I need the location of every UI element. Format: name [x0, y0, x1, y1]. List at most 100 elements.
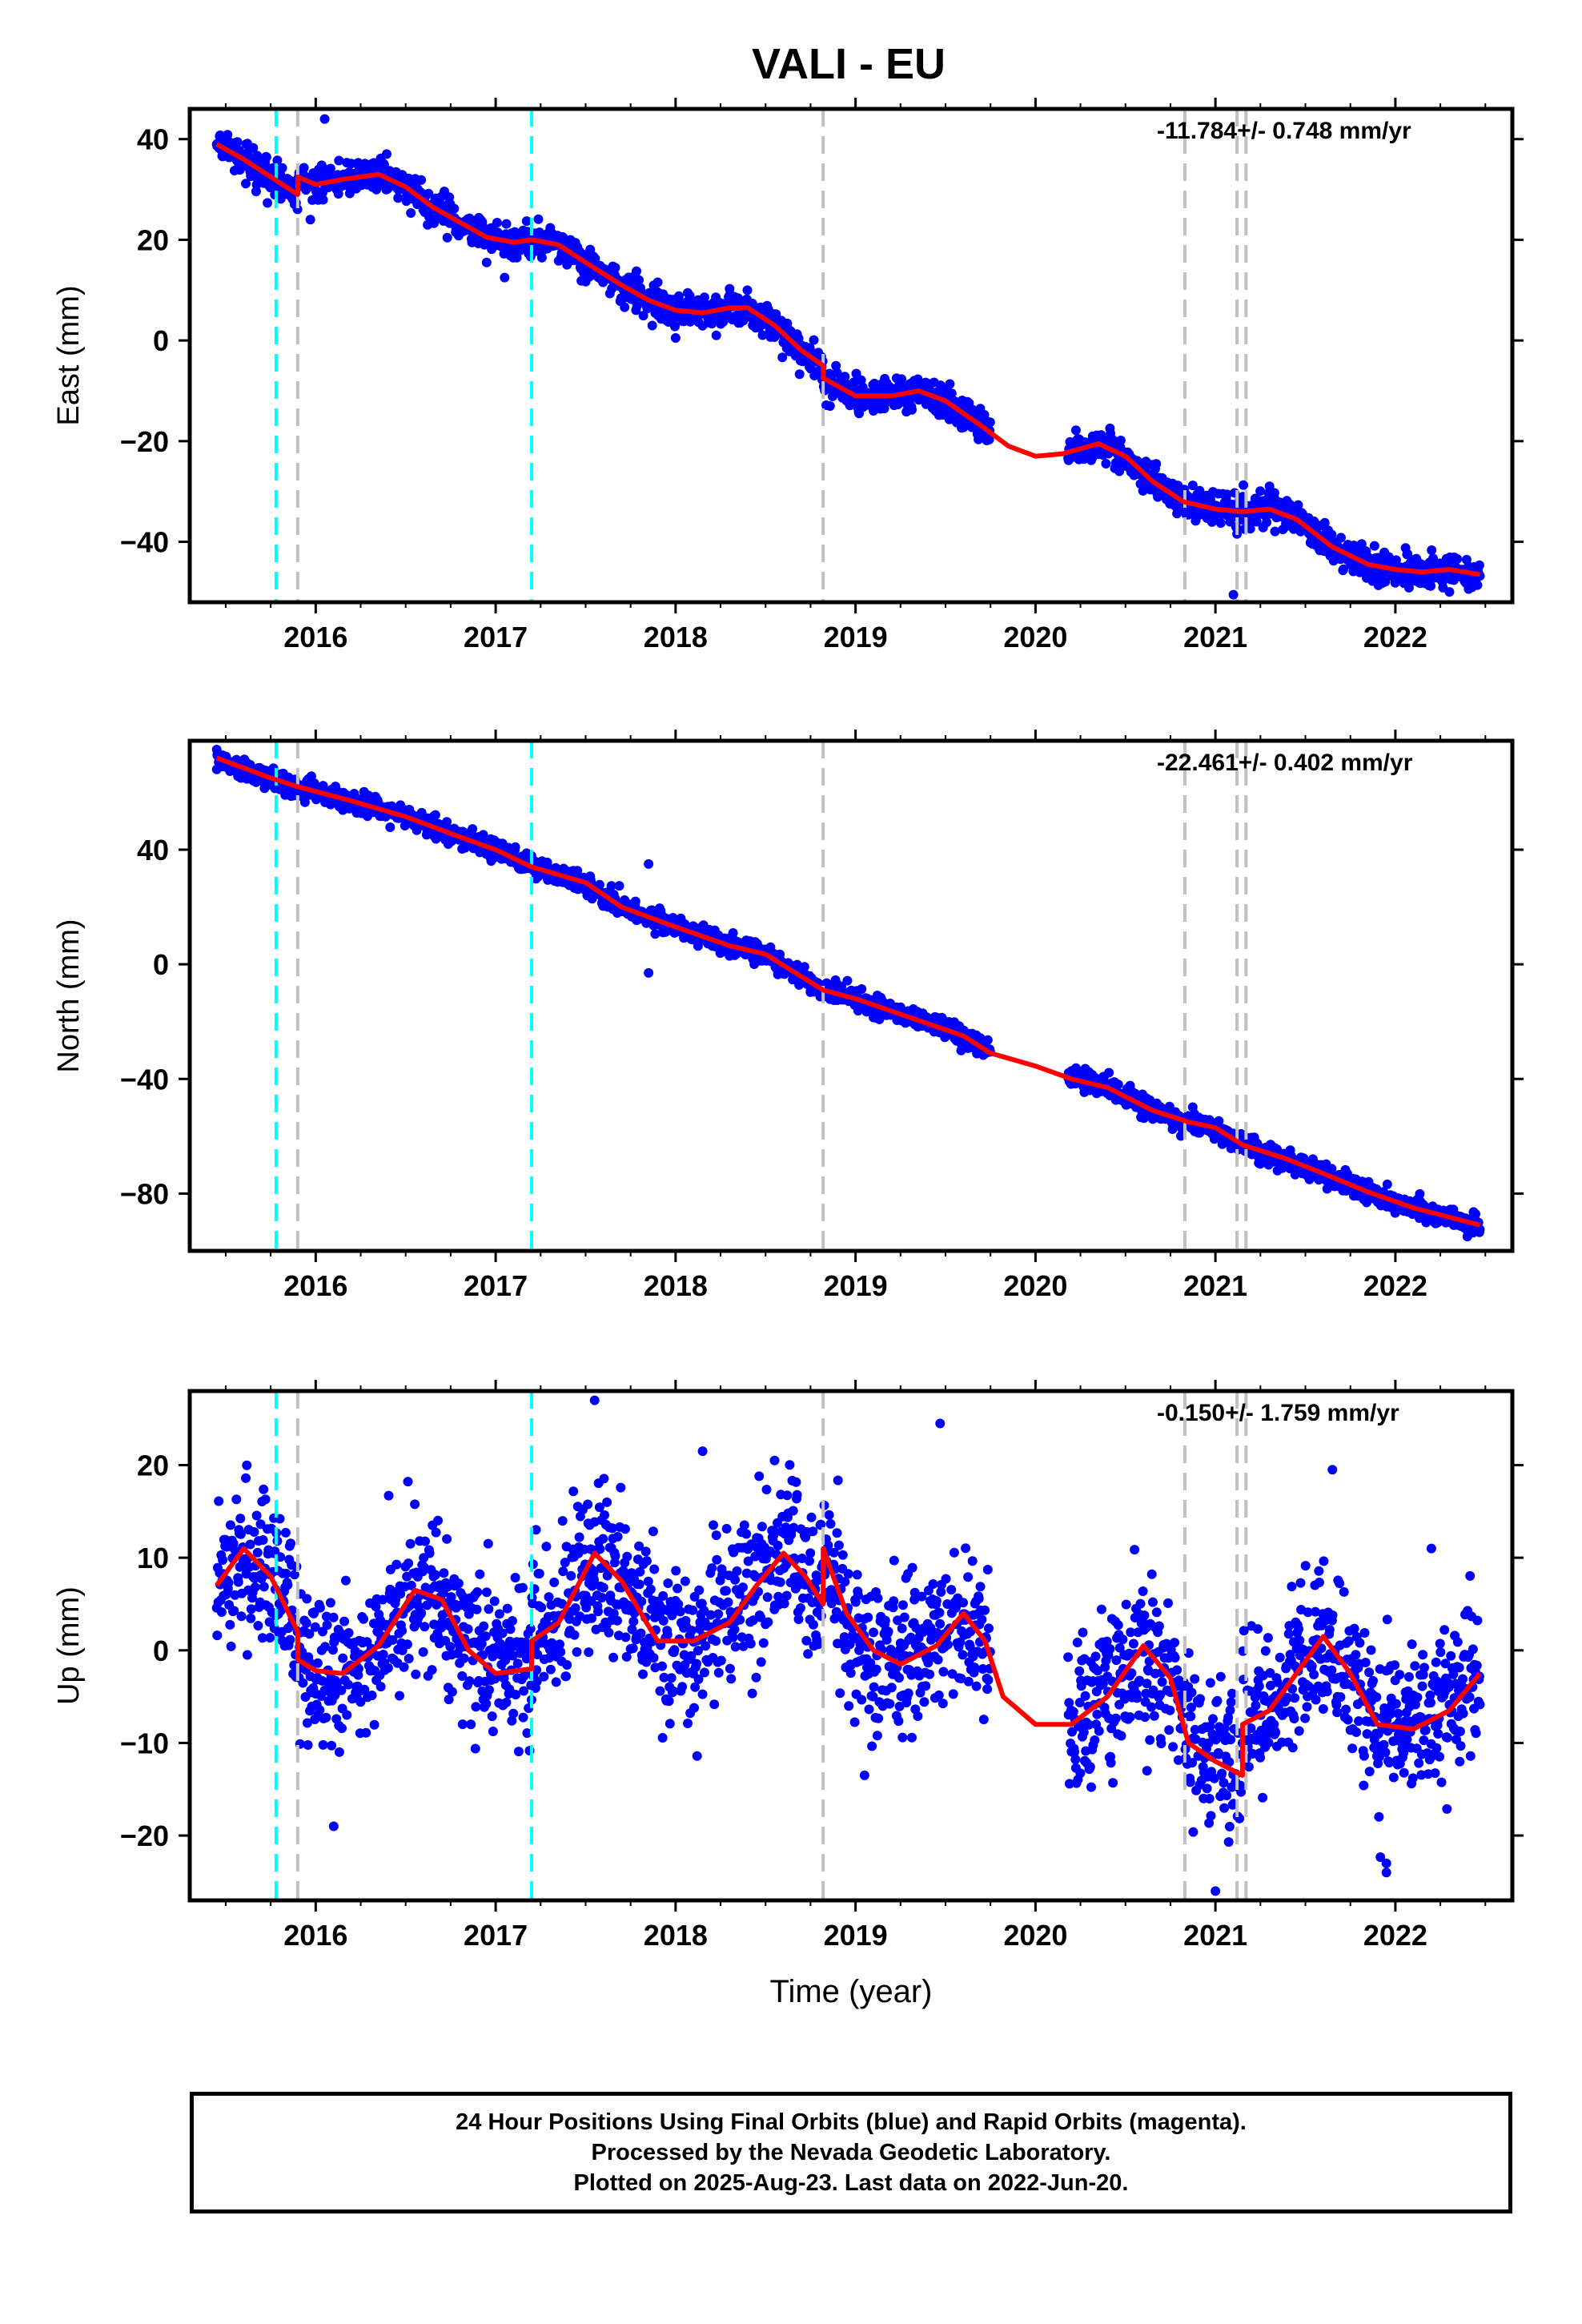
data-point — [510, 1573, 520, 1582]
data-point — [393, 193, 404, 203]
data-point — [258, 1535, 268, 1545]
data-point — [771, 309, 781, 320]
data-point — [1428, 553, 1438, 564]
data-point — [432, 1599, 442, 1610]
outlier-point — [644, 967, 654, 978]
data-point — [497, 1628, 508, 1638]
data-point — [361, 1727, 371, 1738]
data-point — [404, 1558, 414, 1569]
velocity-annotation: -22.461+/- 0.402 mm/yr — [1157, 750, 1413, 776]
data-point — [521, 216, 532, 227]
data-point — [277, 163, 287, 173]
data-point — [383, 1490, 394, 1501]
data-point — [225, 1520, 235, 1530]
data-point — [245, 1539, 255, 1550]
data-point — [457, 1719, 468, 1730]
outlier-point — [644, 858, 654, 869]
data-point — [809, 335, 819, 345]
data-point — [1474, 560, 1484, 570]
data-point — [496, 1638, 506, 1649]
data-point — [251, 1510, 262, 1521]
data-point — [385, 822, 396, 832]
data-point — [375, 1682, 386, 1692]
data-point — [1115, 436, 1126, 445]
data-point — [249, 1527, 259, 1537]
data-point — [507, 1715, 517, 1726]
data-point — [842, 975, 853, 986]
data-point — [302, 1718, 312, 1728]
x-tick-label: 2018 — [644, 1269, 708, 1302]
plot-frame — [187, 107, 1515, 605]
data-point — [336, 1685, 347, 1695]
data-point — [488, 1727, 498, 1736]
data-point — [532, 1676, 542, 1687]
data-point — [439, 1568, 449, 1578]
data-point — [532, 1650, 543, 1659]
data-point — [257, 1633, 267, 1643]
data-point — [1113, 1080, 1123, 1090]
data-point — [632, 266, 641, 276]
data-point — [312, 1658, 323, 1668]
data-point — [223, 130, 233, 140]
plot-area — [211, 109, 1485, 602]
data-point — [431, 1527, 441, 1538]
chart-title: VALI - EU — [752, 40, 946, 88]
data-point — [327, 1645, 338, 1655]
plot-area — [211, 1391, 1485, 1900]
data-point — [945, 379, 955, 389]
data-point — [487, 1711, 497, 1722]
data-point — [416, 1608, 427, 1618]
data-point — [320, 1642, 331, 1652]
y-tick-label: 0 — [153, 948, 169, 981]
data-point — [301, 1618, 311, 1628]
x-tick-label: 2020 — [1003, 621, 1067, 653]
data-point — [229, 1606, 239, 1616]
data-point — [1251, 517, 1262, 527]
data-point — [429, 1619, 440, 1630]
data-point — [466, 1719, 476, 1730]
data-point — [259, 1484, 269, 1494]
data-point — [318, 1739, 328, 1750]
data-point — [343, 1679, 353, 1690]
data-point — [492, 218, 502, 227]
data-point — [1415, 1188, 1425, 1199]
data-point — [463, 1624, 473, 1634]
data-point — [399, 1662, 409, 1672]
data-point — [406, 1580, 416, 1590]
data-point — [614, 881, 624, 891]
data-point — [1269, 488, 1279, 498]
data-point — [507, 1616, 517, 1626]
data-point — [261, 152, 271, 163]
outlier-point — [211, 764, 222, 774]
data-point — [233, 1577, 243, 1587]
data-point — [707, 319, 717, 329]
data-point — [1382, 1179, 1392, 1189]
panel-east: 2016 2017 2018 2019 2020 2021 2022−40−2002040E… — [52, 98, 1524, 653]
data-point — [214, 1496, 224, 1506]
data-point — [272, 155, 283, 166]
data-point — [430, 1570, 440, 1580]
data-point — [1101, 459, 1111, 468]
x-tick-label: 2016 — [283, 621, 347, 653]
data-point — [857, 984, 867, 994]
data-point — [446, 1592, 456, 1602]
data-point — [285, 1634, 295, 1645]
data-point — [647, 320, 657, 331]
data-point — [250, 1582, 260, 1592]
data-point — [303, 1740, 313, 1750]
data-point — [638, 311, 648, 321]
data-point — [449, 203, 460, 214]
data-point — [1239, 480, 1249, 490]
data-point — [1262, 517, 1272, 528]
data-point — [1369, 541, 1379, 551]
data-point — [387, 1634, 398, 1645]
data-point — [907, 404, 917, 415]
data-point — [464, 1676, 475, 1687]
data-point — [489, 1596, 500, 1606]
data-point — [1195, 485, 1205, 496]
data-point — [427, 1665, 437, 1675]
data-point — [536, 252, 547, 263]
data-point — [511, 1690, 521, 1700]
data-point — [985, 417, 995, 428]
